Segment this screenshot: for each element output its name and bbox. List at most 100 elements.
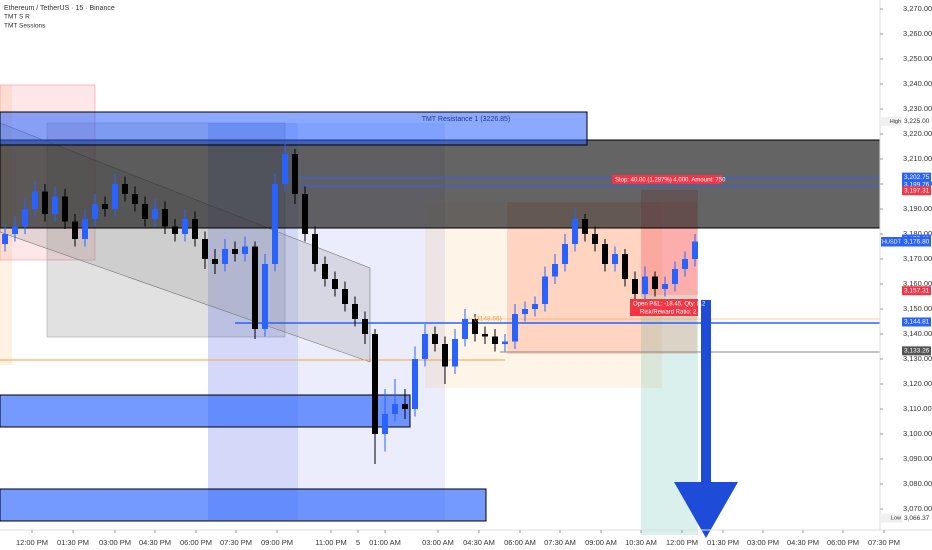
- candle-body: [402, 404, 408, 409]
- x-tick-label: 03:00 PM: [747, 538, 779, 547]
- price-tag: [902, 172, 931, 182]
- x-tick-label: 01:30 PM: [57, 538, 89, 547]
- candle-body: [162, 209, 168, 227]
- zones: [0, 84, 881, 535]
- price-tag-name: Low: [891, 516, 901, 522]
- candle-body: [692, 241, 698, 259]
- y-tick-label: 3,100.00: [903, 429, 932, 438]
- candle-body: [62, 196, 68, 222]
- candle-body: [192, 219, 198, 239]
- candle-body: [482, 334, 488, 337]
- y-tick-label: 3,190.00: [903, 204, 932, 213]
- candle-body: [642, 276, 648, 294]
- indicator: TMT S R: [4, 14, 30, 21]
- support-box: [0, 394, 411, 428]
- candle-body: [652, 276, 658, 289]
- candle-body: [12, 226, 18, 234]
- y-tick-label: 3,090.00: [903, 454, 932, 463]
- price-tag: [902, 117, 931, 126]
- candle-body: [422, 334, 428, 359]
- chart-title: Ethereum / TetherUS · 15 · Binance: [4, 5, 115, 12]
- x-tick-label: 07:30 AM: [544, 538, 576, 547]
- candle-body: [582, 219, 588, 234]
- y-tick-label: 3,070.00: [903, 504, 932, 513]
- price-tag-name-bg: [881, 237, 902, 247]
- y-tick-label: 3,230.00: [903, 104, 932, 113]
- x-tick-label: 01:00 AM: [369, 538, 401, 547]
- x-tick-label: 5: [356, 538, 360, 547]
- candles: [2, 144, 698, 464]
- candle-body: [382, 414, 388, 434]
- candle-body: [622, 254, 628, 279]
- y-tick-label: 3,110.00: [903, 404, 932, 413]
- annotation: Risk/Reward Ratio: 2.5: [640, 310, 702, 316]
- price-tag-name: ETHUSDT: [875, 239, 902, 245]
- y-tick-label: 3,140.00: [903, 329, 932, 338]
- price-tag: [902, 237, 931, 247]
- candle-body: [52, 196, 58, 214]
- x-tick-label: 01:30 PM: [707, 538, 739, 547]
- candle-body: [132, 194, 138, 204]
- candle-body: [452, 339, 458, 367]
- candle-body: [332, 279, 338, 289]
- price-tag-name-bg: [881, 117, 902, 126]
- candle-body: [32, 191, 38, 209]
- candle-body: [592, 234, 598, 244]
- arrow-shaft: [701, 300, 711, 486]
- x-tick-label: 04:30 AM: [463, 538, 495, 547]
- candle-body: [282, 154, 288, 184]
- price-tag-label: 3,199.76: [904, 181, 930, 188]
- candle-body: [22, 209, 28, 227]
- x-tick-label: 11:00 PM: [315, 538, 347, 547]
- candle-body: [102, 204, 108, 209]
- candle-body: [512, 314, 518, 342]
- x-tick-label: 12:00 PM: [666, 538, 698, 547]
- resistance-band: [0, 139, 881, 229]
- price-tag-name-bg: [881, 513, 902, 523]
- candle-body: [242, 246, 248, 254]
- candle-body: [172, 226, 178, 234]
- candle-body: [122, 184, 128, 194]
- candle-body: [42, 191, 48, 214]
- candle-body: [442, 344, 448, 367]
- candle-body: [342, 289, 348, 304]
- candle-body: [182, 219, 188, 234]
- arrow-head: [674, 482, 738, 538]
- price-tag-label: 3,225.00: [904, 118, 930, 125]
- x-tick-label: 03:00 PM: [99, 538, 131, 547]
- y-tick-label: 3,130.00: [903, 354, 932, 363]
- y-tick-label: 3,240.00: [903, 79, 932, 88]
- y-tick-label: 3,150.00: [903, 304, 932, 313]
- x-tick-label: 06:00 AM: [504, 538, 536, 547]
- candle-body: [142, 204, 148, 219]
- candle-body: [152, 209, 158, 219]
- x-tick-label: 04:30 PM: [787, 538, 819, 547]
- annotation: TMT Resistance 1 (3226.85): [422, 116, 511, 123]
- candle-body: [302, 194, 308, 234]
- candle-body: [2, 234, 8, 244]
- label-bg: [630, 299, 698, 316]
- candle-body: [232, 249, 238, 254]
- candle-body: [72, 221, 78, 239]
- y-tick-label: 3,160.00: [903, 279, 932, 288]
- candle-body: [492, 336, 498, 344]
- candle-body: [92, 204, 98, 219]
- y-tick-label: 3,080.00: [903, 479, 932, 488]
- y-tick-label: 3,120.00: [903, 379, 932, 388]
- candle-body: [112, 184, 118, 209]
- candle-body: [82, 219, 88, 239]
- candle-body: [262, 264, 268, 329]
- candle-body: [612, 254, 618, 264]
- price-tag: [902, 180, 931, 190]
- price-axis: [880, 0, 932, 530]
- candle-body: [222, 249, 228, 264]
- x-tick-label: 09:00 PM: [261, 538, 293, 547]
- candle-body: [542, 276, 548, 304]
- candle-body: [662, 284, 668, 289]
- candle-body: [672, 269, 678, 284]
- candle-body: [462, 319, 468, 339]
- candle-body: [552, 264, 558, 277]
- price-tag-label: 3,144.81: [904, 319, 930, 326]
- price-tag: [902, 346, 931, 356]
